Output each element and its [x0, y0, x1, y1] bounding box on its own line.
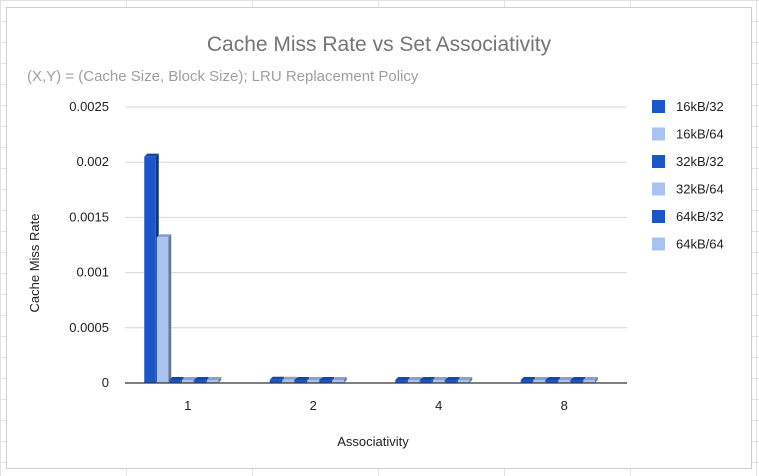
- legend-swatch: [652, 182, 665, 196]
- x-tick-label: 8: [561, 398, 568, 413]
- legend-label: 32kB/64: [676, 182, 724, 197]
- bar[interactable]: [570, 377, 586, 383]
- legend-label: 64kB/64: [676, 237, 724, 252]
- bar[interactable]: [445, 377, 460, 383]
- chart-subtitle: (X,Y) = (Cache Size, Block Size); LRU Re…: [27, 68, 419, 85]
- x-tick-label: 2: [310, 398, 317, 413]
- legend-item[interactable]: 64kB/32: [652, 209, 724, 224]
- bar[interactable]: [420, 377, 435, 383]
- y-tick-label: 0.002: [76, 154, 109, 169]
- bar[interactable]: [533, 377, 548, 383]
- bar[interactable]: [194, 377, 209, 383]
- y-tick-label: 0.0005: [69, 320, 109, 335]
- y-axis-label: Cache Miss Rate: [27, 214, 42, 313]
- bar[interactable]: [319, 377, 335, 383]
- legend-item[interactable]: 64kB/64: [652, 237, 724, 252]
- legend-swatch: [652, 100, 665, 113]
- legend-item[interactable]: 32kB/64: [652, 182, 724, 197]
- y-tick-label: 0: [102, 375, 109, 390]
- legend-item[interactable]: 32kB/32: [652, 154, 724, 169]
- x-axis-label: Associativity: [337, 434, 409, 449]
- legend-swatch: [652, 210, 665, 223]
- x-tick-label: 4: [435, 398, 442, 413]
- legend-label: 32kB/32: [676, 154, 724, 169]
- legend-item[interactable]: 16kB/32: [652, 99, 724, 114]
- legend-label: 64kB/32: [676, 209, 724, 224]
- bar[interactable]: [206, 377, 222, 383]
- chart-card[interactable]: Cache Miss Rate vs Set Associativity (X,…: [6, 7, 752, 469]
- legend-label: 16kB/32: [676, 99, 724, 114]
- bar[interactable]: [156, 234, 172, 383]
- bar[interactable]: [558, 377, 573, 383]
- cache-miss-rate-chart: Cache Miss Rate vs Set Associativity (X,…: [27, 33, 724, 449]
- bar[interactable]: [407, 377, 423, 383]
- y-tick-label: 0.0015: [69, 209, 109, 224]
- legend-swatch: [652, 127, 665, 141]
- y-tick-label: 0.0025: [69, 99, 109, 114]
- x-tick-labels: 1 2 4 8: [184, 398, 568, 413]
- bar[interactable]: [395, 377, 410, 383]
- y-tick-labels: 0 0.0005 0.001 0.0015 0.002 0.0025: [69, 99, 109, 390]
- bar[interactable]: [332, 377, 347, 383]
- legend-swatch: [652, 155, 665, 168]
- bar[interactable]: [457, 377, 473, 383]
- bar[interactable]: [269, 376, 285, 383]
- gridlines: [125, 106, 627, 329]
- bar[interactable]: [545, 377, 561, 383]
- bar[interactable]: [432, 377, 448, 383]
- y-tick-label: 0.001: [76, 265, 109, 280]
- bar[interactable]: [181, 377, 197, 383]
- bar[interactable]: [169, 377, 184, 383]
- bar[interactable]: [294, 377, 310, 383]
- chart-title: Cache Miss Rate vs Set Associativity: [207, 33, 552, 56]
- bar[interactable]: [144, 153, 159, 383]
- legend-swatch: [652, 237, 665, 251]
- bars: [144, 153, 598, 383]
- legend-label: 16kB/64: [676, 127, 724, 142]
- bar[interactable]: [583, 377, 598, 383]
- legend: 16kB/32 16kB/64 32kB/32 32kB/64 64kB/32 64kB/…: [652, 99, 724, 252]
- bar[interactable]: [520, 377, 536, 383]
- legend-item[interactable]: 16kB/64: [652, 127, 724, 142]
- x-tick-label: 1: [184, 398, 191, 413]
- bar[interactable]: [307, 377, 322, 383]
- bar[interactable]: [282, 376, 297, 383]
